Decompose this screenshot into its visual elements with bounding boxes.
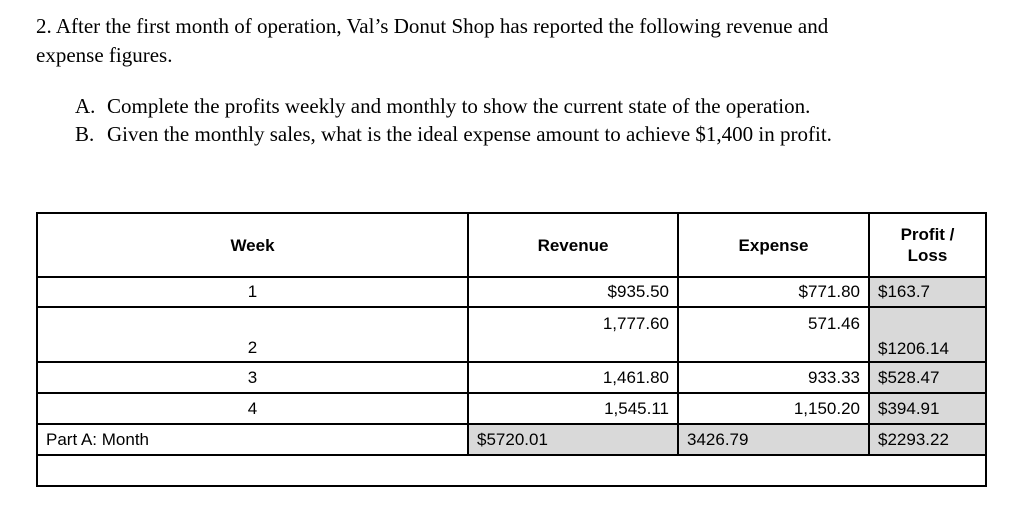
table-row-week-4: 4 1,545.11 1,150.20 $394.91: [36, 392, 987, 425]
header-profit-line1: Profit /: [900, 225, 955, 244]
table-row-week-1: 1 $935.50 $771.80 $163.7: [36, 276, 987, 308]
cell-revenue: 1,461.80: [467, 361, 679, 394]
cell-week: 3: [36, 361, 469, 394]
cell-expense: 571.46: [677, 306, 870, 363]
cell-month-revenue: $5720.01: [467, 423, 679, 456]
cell-month-label: Part A: Month: [36, 423, 469, 456]
instruction-a-text: Complete the profits weekly and monthly …: [107, 94, 811, 118]
problem-statement-line1: 2. After the first month of operation, V…: [36, 14, 829, 38]
problem-statement-line2: expense figures.: [36, 43, 173, 67]
instruction-a-label: A.: [75, 94, 96, 118]
instruction-b-label: B.: [75, 122, 95, 146]
worksheet-page: 2. After the first month of operation, V…: [36, 12, 987, 487]
header-week: Week: [36, 212, 469, 278]
cell-profit: $1206.14: [868, 306, 987, 363]
header-profit-loss: Profit / Loss: [868, 212, 987, 278]
problem-statement: 2. After the first month of operation, V…: [36, 12, 985, 70]
cell-expense: $771.80: [677, 276, 870, 308]
cell-profit: $394.91: [868, 392, 987, 425]
table-header-row: Week Revenue Expense Profit / Loss: [36, 212, 987, 278]
table-row-week-2: 2 1,777.60 571.46 $1206.14: [36, 306, 987, 363]
cell-profit: $528.47: [868, 361, 987, 394]
table-row-week-3: 3 1,461.80 933.33 $528.47: [36, 361, 987, 394]
empty-cell: [36, 454, 987, 487]
cell-revenue: $935.50: [467, 276, 679, 308]
cell-expense: 1,150.20: [677, 392, 870, 425]
month-total-row: Part A: Month $5720.01 3426.79 $2293.22: [36, 423, 987, 456]
cell-week: 2: [36, 306, 469, 363]
instruction-b: B. Given the monthly sales, what is the i…: [75, 120, 985, 148]
header-revenue: Revenue: [467, 212, 679, 278]
header-expense: Expense: [677, 212, 870, 278]
header-profit-line2: Loss: [907, 246, 948, 265]
instruction-a: A. Complete the profits weekly and monthl…: [75, 92, 985, 120]
cell-week: 1: [36, 276, 469, 308]
cell-profit: $163.7: [868, 276, 987, 308]
cell-expense: 933.33: [677, 361, 870, 394]
cell-revenue: 1,545.11: [467, 392, 679, 425]
cell-month-expense: 3426.79: [677, 423, 870, 456]
empty-row: [36, 454, 987, 487]
instruction-b-text: Given the monthly sales, what is the ide…: [107, 122, 832, 146]
revenue-expense-table: Week Revenue Expense Profit / Loss 1 $93…: [36, 212, 987, 487]
cell-week: 4: [36, 392, 469, 425]
cell-revenue: 1,777.60: [467, 306, 679, 363]
instruction-list: A. Complete the profits weekly and monthl…: [36, 92, 985, 148]
cell-month-profit: $2293.22: [868, 423, 987, 456]
